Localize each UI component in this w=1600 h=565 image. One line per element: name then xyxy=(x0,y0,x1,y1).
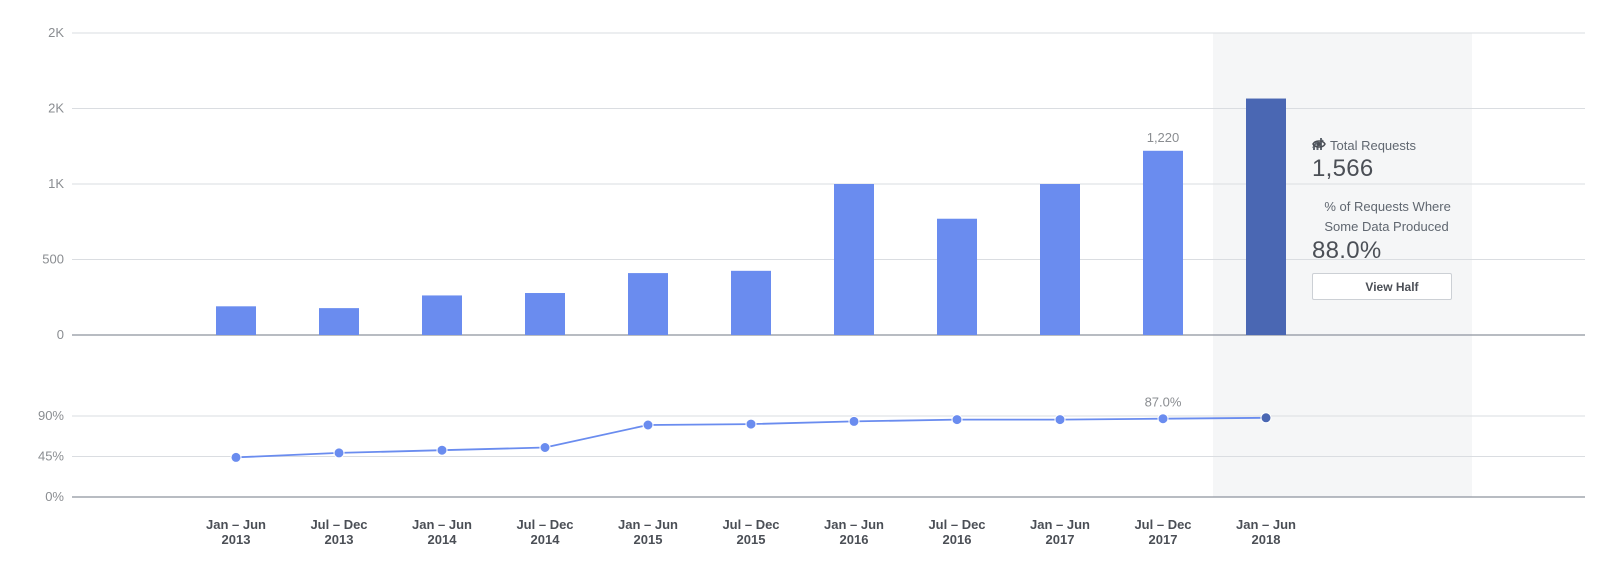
x-tick-label-period: Jul – Dec xyxy=(928,517,985,532)
x-tick-label-year: 2013 xyxy=(222,532,251,547)
x-tick-label-year: 2016 xyxy=(840,532,869,547)
line-point xyxy=(230,451,242,463)
x-tick-label-period: Jan – Jun xyxy=(1236,517,1296,532)
x-tick-label-period: Jan – Jun xyxy=(206,517,266,532)
bar xyxy=(525,293,565,335)
eye-icon xyxy=(1312,140,1357,293)
bar xyxy=(937,218,977,335)
line-point-highlighted xyxy=(1260,412,1272,424)
bar-data-label: 1,220 xyxy=(1147,130,1180,145)
bar xyxy=(1143,150,1183,335)
x-tick-label-year: 2014 xyxy=(428,532,458,547)
bar-y-tick-label: 2K xyxy=(48,101,64,116)
bar-y-tick-label: 2K xyxy=(48,25,64,40)
x-tick-label-year: 2017 xyxy=(1046,532,1075,547)
line-point xyxy=(539,442,551,453)
x-tick-label-year: 2016 xyxy=(943,532,972,547)
line-point xyxy=(642,419,654,431)
x-tick-label-year: 2015 xyxy=(634,532,663,547)
bar-y-tick-label: 500 xyxy=(42,252,64,267)
x-tick-label-year: 2018 xyxy=(1252,532,1281,547)
x-tick-label-period: Jul – Dec xyxy=(1134,517,1191,532)
total-requests-label: Total Requests xyxy=(1330,138,1416,153)
bar xyxy=(422,295,462,335)
pct-value: 88.0% xyxy=(1312,237,1382,264)
line-y-tick-label: 45% xyxy=(38,449,64,464)
x-tick-label-period: Jul – Dec xyxy=(516,517,573,532)
x-tick-label-year: 2014 xyxy=(531,532,561,547)
x-tick-label-period: Jul – Dec xyxy=(310,517,367,532)
total-requests-value: 1,566 xyxy=(1312,155,1374,182)
x-tick-label-year: 2013 xyxy=(325,532,354,547)
x-tick-label-period: Jul – Dec xyxy=(722,517,779,532)
pct-row: % of Requests Where Some Data Produced xyxy=(1312,139,1460,237)
bar xyxy=(319,308,359,335)
bar xyxy=(1040,184,1080,335)
line-point xyxy=(436,444,448,456)
bar-y-tick-label: 0 xyxy=(57,327,64,342)
line-y-tick-label: 0% xyxy=(45,489,64,504)
pct-label: % of Requests Where Some Data Produced xyxy=(1324,199,1451,234)
view-half-label: View Half xyxy=(1365,279,1419,294)
line-point xyxy=(1054,414,1066,426)
x-tick-label-year: 2015 xyxy=(737,532,766,547)
bar-highlighted xyxy=(1246,98,1286,335)
line-point xyxy=(951,414,963,426)
line-point xyxy=(1157,413,1169,425)
bar xyxy=(628,273,668,335)
x-tick-label-period: Jan – Jun xyxy=(618,517,678,532)
bar xyxy=(834,184,874,335)
x-tick-label-period: Jan – Jun xyxy=(1030,517,1090,532)
bar xyxy=(731,270,771,335)
line-point xyxy=(745,418,757,430)
total-requests-row: Total Requests xyxy=(1312,138,1460,153)
bar xyxy=(216,306,256,335)
x-tick-label-year: 2017 xyxy=(1149,532,1178,547)
x-tick-label-period: Jan – Jun xyxy=(412,517,472,532)
view-half-button[interactable]: View Half xyxy=(1312,140,1452,300)
line-y-tick-label: 90% xyxy=(38,408,64,423)
tooltip-panel: Total Requests 1,566 % of Requests Where… xyxy=(1312,138,1460,300)
line-point xyxy=(848,415,860,427)
line-data-label: 87.0% xyxy=(1145,395,1182,410)
x-tick-label-period: Jan – Jun xyxy=(824,517,884,532)
trend-line-icon xyxy=(1312,139,1324,223)
line-point xyxy=(333,447,345,459)
bar-y-tick-label: 1K xyxy=(48,176,64,191)
